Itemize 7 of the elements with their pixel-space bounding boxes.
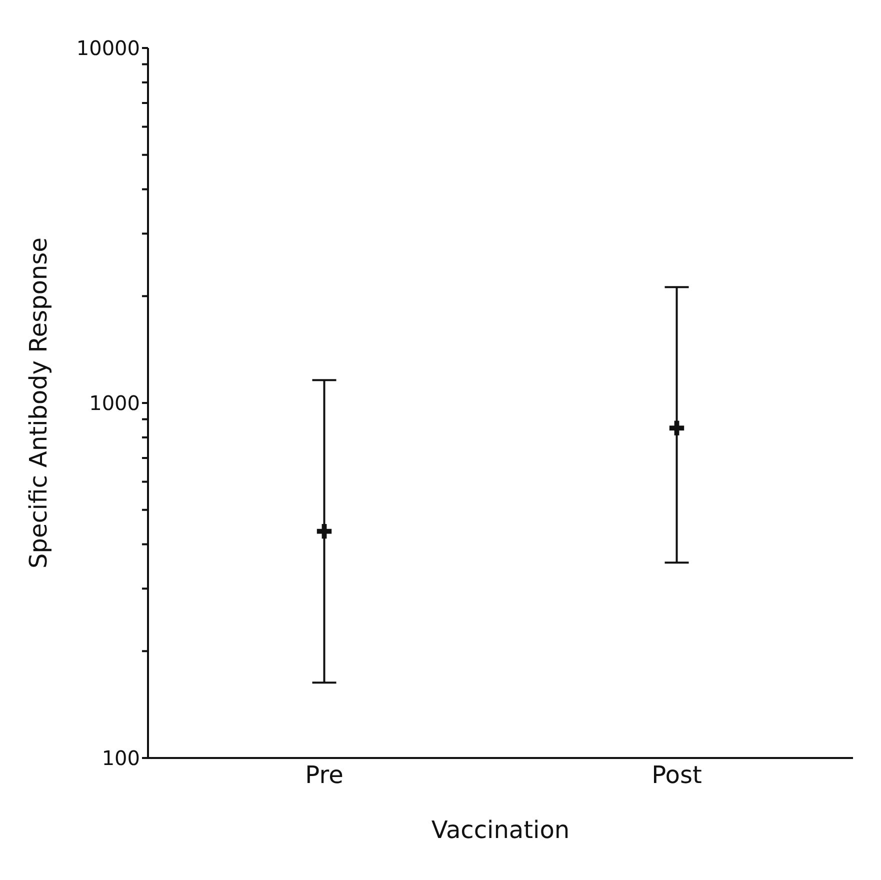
y-tick-label: 100 [102, 746, 140, 770]
x-axis-title: Vaccination [431, 816, 570, 844]
y-tick-label: 1000 [89, 391, 140, 416]
x-tick-label: Pre [305, 761, 344, 790]
x-tick-label: Post [652, 761, 702, 790]
y-tick-label: 10000 [76, 36, 140, 60]
y-axis-title: Specific Antibody Response [24, 238, 53, 568]
